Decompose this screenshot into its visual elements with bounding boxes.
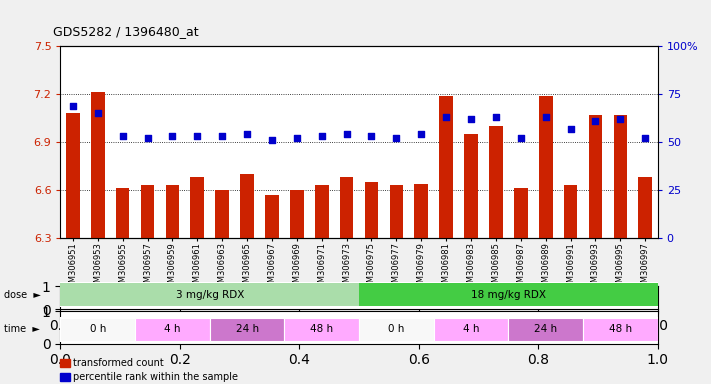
Point — [241, 131, 253, 137]
Bar — [359, 283, 658, 306]
Bar — [215, 190, 229, 238]
Text: 24 h: 24 h — [534, 324, 557, 334]
Bar — [240, 174, 254, 238]
Bar — [415, 184, 428, 238]
Point — [415, 131, 427, 137]
Bar — [284, 318, 359, 341]
Text: 4 h: 4 h — [164, 324, 181, 334]
Point — [141, 135, 154, 141]
Text: 0 h: 0 h — [388, 324, 405, 334]
Text: dose  ►: dose ► — [4, 290, 41, 300]
Point — [391, 135, 402, 141]
Point — [92, 110, 104, 116]
Point — [292, 135, 303, 141]
Text: 4 h: 4 h — [463, 324, 479, 334]
Bar — [439, 96, 453, 238]
Text: transformed count: transformed count — [73, 358, 164, 368]
Bar — [91, 93, 105, 238]
Text: GDS5282 / 1396480_at: GDS5282 / 1396480_at — [53, 25, 199, 38]
Point — [565, 126, 576, 132]
Point — [316, 133, 327, 139]
Bar — [589, 115, 602, 238]
Bar — [434, 318, 508, 341]
Point — [639, 135, 651, 141]
Bar — [315, 185, 328, 238]
Text: percentile rank within the sample: percentile rank within the sample — [73, 372, 238, 382]
Text: 18 mg/kg RDX: 18 mg/kg RDX — [471, 290, 546, 300]
Bar — [583, 318, 658, 341]
Bar — [359, 318, 434, 341]
Point — [216, 133, 228, 139]
Bar — [365, 182, 378, 238]
Point — [490, 114, 501, 120]
Point — [67, 103, 78, 109]
Bar — [508, 318, 583, 341]
Point — [540, 114, 551, 120]
Point — [191, 133, 203, 139]
Point — [465, 116, 476, 122]
Bar — [191, 177, 204, 238]
Point — [365, 133, 377, 139]
Bar — [135, 318, 210, 341]
Text: 48 h: 48 h — [310, 324, 333, 334]
Bar — [60, 283, 359, 306]
Text: 24 h: 24 h — [235, 324, 259, 334]
Point — [166, 133, 178, 139]
Point — [266, 137, 277, 143]
Text: 48 h: 48 h — [609, 324, 632, 334]
Point — [614, 116, 626, 122]
Bar — [489, 126, 503, 238]
Text: 0 h: 0 h — [90, 324, 106, 334]
Point — [515, 135, 526, 141]
Bar — [265, 195, 279, 238]
Bar — [514, 189, 528, 238]
Bar — [638, 177, 652, 238]
Bar — [166, 185, 179, 238]
Bar — [290, 190, 304, 238]
Bar — [564, 185, 577, 238]
Point — [341, 131, 352, 137]
Bar — [66, 113, 80, 238]
Point — [589, 118, 601, 124]
Bar — [340, 177, 353, 238]
Point — [440, 114, 452, 120]
Text: 3 mg/kg RDX: 3 mg/kg RDX — [176, 290, 244, 300]
Bar — [464, 134, 478, 238]
Bar — [60, 318, 135, 341]
Bar — [210, 318, 284, 341]
Point — [117, 133, 128, 139]
Bar — [390, 185, 403, 238]
Bar — [539, 96, 552, 238]
Bar — [614, 115, 627, 238]
Text: time  ►: time ► — [4, 324, 39, 334]
Bar — [116, 189, 129, 238]
Bar — [141, 185, 154, 238]
